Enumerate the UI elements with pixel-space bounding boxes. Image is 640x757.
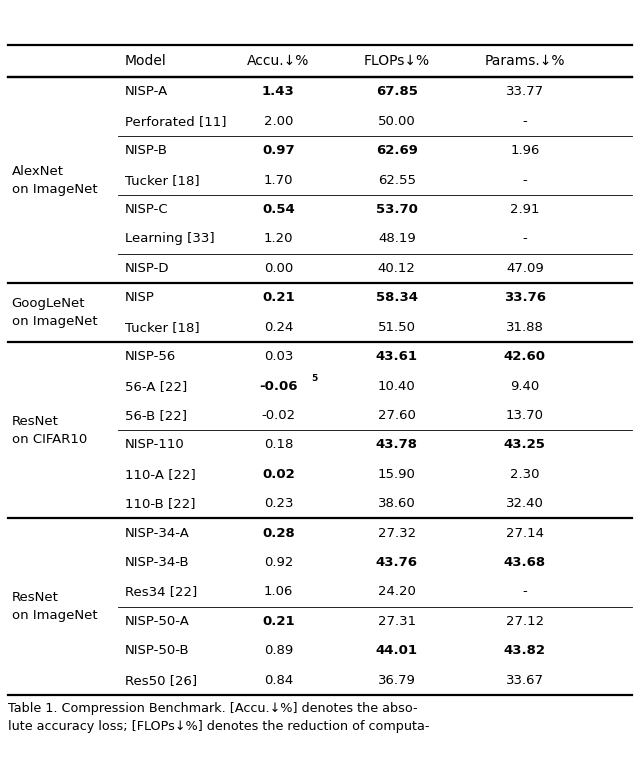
Text: 42.60: 42.60 — [504, 350, 546, 363]
Text: -0.06: -0.06 — [259, 379, 298, 393]
Text: 56-A [22]: 56-A [22] — [125, 379, 187, 393]
Text: 1.20: 1.20 — [264, 232, 293, 245]
Text: NISP-34-B: NISP-34-B — [125, 556, 189, 569]
Text: 24.20: 24.20 — [378, 585, 416, 599]
Text: NISP-110: NISP-110 — [125, 438, 184, 451]
Text: NISP: NISP — [125, 291, 155, 304]
Text: 1.96: 1.96 — [510, 145, 540, 157]
Text: 40.12: 40.12 — [378, 262, 416, 275]
Text: 1.70: 1.70 — [264, 173, 293, 187]
Text: NISP-B: NISP-B — [125, 145, 168, 157]
Text: 67.85: 67.85 — [376, 86, 418, 98]
Text: ResNet
on ImageNet: ResNet on ImageNet — [12, 591, 97, 622]
Text: 47.09: 47.09 — [506, 262, 543, 275]
Text: 0.97: 0.97 — [262, 145, 294, 157]
Text: ResNet
on CIFAR10: ResNet on CIFAR10 — [12, 415, 87, 446]
Text: 0.03: 0.03 — [264, 350, 293, 363]
Text: -0.02: -0.02 — [261, 409, 296, 422]
Text: Learning [33]: Learning [33] — [125, 232, 214, 245]
Text: 0.21: 0.21 — [262, 615, 294, 628]
Text: NISP-50-B: NISP-50-B — [125, 644, 189, 657]
Text: 27.60: 27.60 — [378, 409, 416, 422]
Text: NISP-56: NISP-56 — [125, 350, 176, 363]
Text: Perforated [11]: Perforated [11] — [125, 115, 227, 128]
Text: GoogLeNet
on ImageNet: GoogLeNet on ImageNet — [12, 297, 97, 328]
Text: 9.40: 9.40 — [510, 379, 540, 393]
Text: -: - — [522, 232, 527, 245]
Text: Table 1. Compression Benchmark. [Accu.↓%] denotes the abso-
lute accuracy loss; : Table 1. Compression Benchmark. [Accu.↓%… — [8, 702, 429, 734]
Text: NISP-34-A: NISP-34-A — [125, 527, 189, 540]
Text: 43.61: 43.61 — [376, 350, 418, 363]
Text: 33.76: 33.76 — [504, 291, 546, 304]
Text: 0.28: 0.28 — [262, 527, 295, 540]
Text: NISP-D: NISP-D — [125, 262, 170, 275]
Text: 5: 5 — [312, 374, 318, 383]
Text: 43.76: 43.76 — [376, 556, 418, 569]
Text: Accu.↓%: Accu.↓% — [247, 55, 310, 68]
Text: 27.32: 27.32 — [378, 527, 416, 540]
Text: 110-A [22]: 110-A [22] — [125, 468, 196, 481]
Text: 62.69: 62.69 — [376, 145, 418, 157]
Text: Res34 [22]: Res34 [22] — [125, 585, 197, 599]
Text: 38.60: 38.60 — [378, 497, 415, 510]
Text: 13.70: 13.70 — [506, 409, 544, 422]
Text: 0.18: 0.18 — [264, 438, 293, 451]
Text: 0.23: 0.23 — [264, 497, 293, 510]
Text: 27.12: 27.12 — [506, 615, 544, 628]
Text: FLOPs↓%: FLOPs↓% — [364, 55, 430, 68]
Text: 0.92: 0.92 — [264, 556, 293, 569]
Text: 43.82: 43.82 — [504, 644, 546, 657]
Text: 27.31: 27.31 — [378, 615, 416, 628]
Text: 53.70: 53.70 — [376, 203, 418, 216]
Text: Res50 [26]: Res50 [26] — [125, 674, 197, 687]
Text: 15.90: 15.90 — [378, 468, 416, 481]
Text: 2.30: 2.30 — [510, 468, 540, 481]
Text: 0.89: 0.89 — [264, 644, 293, 657]
Text: Tucker [18]: Tucker [18] — [125, 321, 200, 334]
Text: 0.21: 0.21 — [262, 291, 294, 304]
Text: AlexNet
on ImageNet: AlexNet on ImageNet — [12, 165, 97, 195]
Text: 110-B [22]: 110-B [22] — [125, 497, 195, 510]
Text: 58.34: 58.34 — [376, 291, 418, 304]
Text: 62.55: 62.55 — [378, 173, 416, 187]
Text: 51.50: 51.50 — [378, 321, 416, 334]
Text: Model: Model — [125, 55, 166, 68]
Text: Params.↓%: Params.↓% — [484, 55, 565, 68]
Text: 48.19: 48.19 — [378, 232, 415, 245]
Text: 1.06: 1.06 — [264, 585, 293, 599]
Text: 43.68: 43.68 — [504, 556, 546, 569]
Text: 32.40: 32.40 — [506, 497, 544, 510]
Text: 36.79: 36.79 — [378, 674, 416, 687]
Text: 33.77: 33.77 — [506, 86, 544, 98]
Text: Tucker [18]: Tucker [18] — [125, 173, 200, 187]
Text: 0.84: 0.84 — [264, 674, 293, 687]
Text: 0.54: 0.54 — [262, 203, 295, 216]
Text: 43.25: 43.25 — [504, 438, 546, 451]
Text: 33.67: 33.67 — [506, 674, 544, 687]
Text: 27.14: 27.14 — [506, 527, 544, 540]
Text: -: - — [522, 173, 527, 187]
Text: 1.43: 1.43 — [262, 86, 295, 98]
Text: -: - — [522, 115, 527, 128]
Text: 0.02: 0.02 — [262, 468, 295, 481]
Text: 2.00: 2.00 — [264, 115, 293, 128]
Text: 56-B [22]: 56-B [22] — [125, 409, 187, 422]
Text: NISP-C: NISP-C — [125, 203, 168, 216]
Text: 50.00: 50.00 — [378, 115, 415, 128]
Text: 0.00: 0.00 — [264, 262, 293, 275]
Text: 43.78: 43.78 — [376, 438, 418, 451]
Text: -: - — [522, 585, 527, 599]
Text: 0.24: 0.24 — [264, 321, 293, 334]
Text: 10.40: 10.40 — [378, 379, 415, 393]
Text: NISP-A: NISP-A — [125, 86, 168, 98]
Text: 31.88: 31.88 — [506, 321, 544, 334]
Text: 44.01: 44.01 — [376, 644, 418, 657]
Text: NISP-50-A: NISP-50-A — [125, 615, 189, 628]
Text: 2.91: 2.91 — [510, 203, 540, 216]
